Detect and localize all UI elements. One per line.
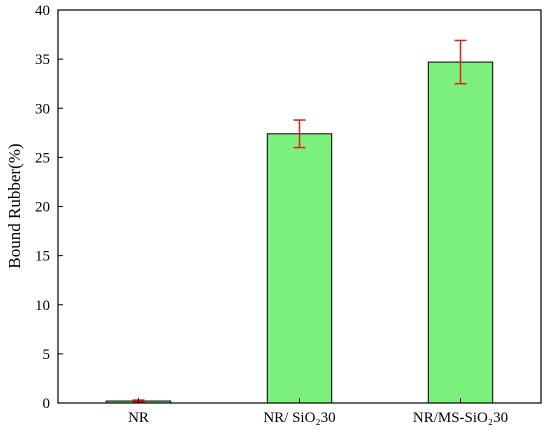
y-axis: 0 5 10 15 20 25 30 35 40 [35, 3, 63, 412]
x-tick-label: NR [128, 410, 149, 426]
y-tick-label: 35 [35, 52, 50, 68]
y-tick-label: 15 [35, 249, 50, 265]
y-tick-label: 25 [35, 150, 50, 166]
y-tick-label: 5 [43, 347, 51, 363]
bars-layer [105, 61, 494, 404]
bar [427, 61, 494, 404]
y-tick-label: 10 [35, 298, 50, 314]
y-tick-label: 30 [35, 101, 50, 117]
y-tick-label: 20 [35, 200, 50, 216]
x-tick-label: NR/ SiO₂30 [263, 410, 335, 426]
y-tick-label: 0 [43, 396, 51, 412]
bar [266, 133, 333, 404]
x-axis: NR NR/ SiO₂30 NR/MS-SiO₂30 [128, 398, 508, 426]
x-tick-label: NR/MS-SiO₂30 [413, 410, 508, 426]
y-axis-label: Bound Rubber(%) [5, 143, 24, 268]
y-tick-label: 40 [35, 3, 50, 19]
